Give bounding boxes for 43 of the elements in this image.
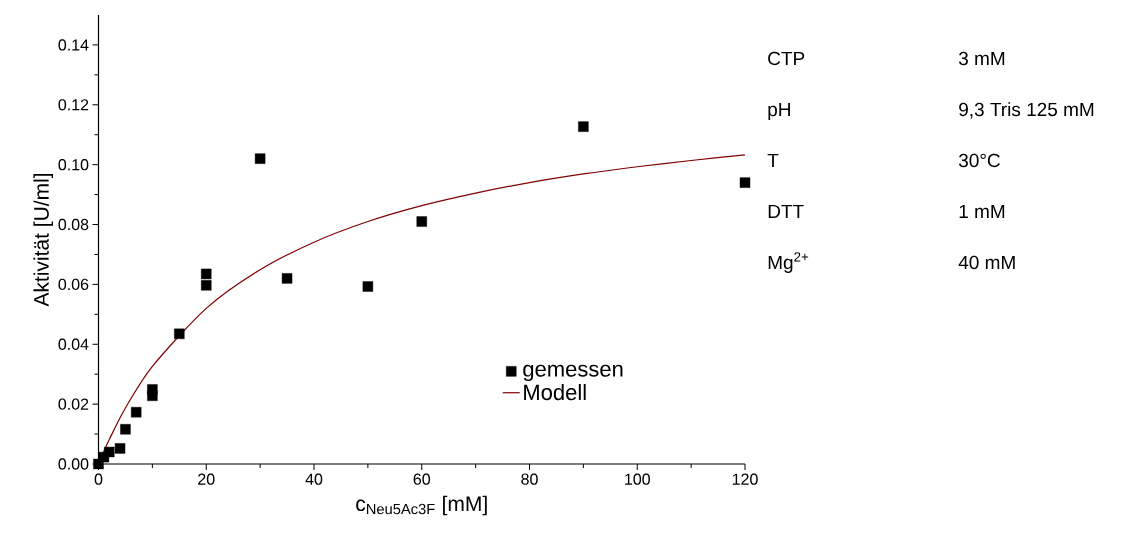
- point: [104, 446, 115, 458]
- legend-label: Modell: [524, 384, 586, 401]
- point: [201, 268, 212, 280]
- point: [131, 407, 142, 418]
- text: T: [767, 153, 779, 167]
- point: [174, 328, 185, 339]
- point: [416, 216, 427, 227]
- x-tick-label: 0: [94, 473, 103, 485]
- text: 40 mM: [958, 255, 1015, 270]
- y-tick-label: 0.02: [58, 398, 89, 410]
- x-tick-label: 80: [521, 473, 538, 485]
- x-tick-label: 60: [413, 473, 431, 485]
- legend-label: gemessen: [523, 364, 623, 382]
- text: DTT: [768, 204, 804, 218]
- y-tick-label: 0.06: [58, 278, 89, 291]
- x-axis-title: c$_{Neu5Ac3F}$ [mM]: [356, 495, 487, 516]
- point: [578, 121, 589, 132]
- point: [281, 273, 293, 284]
- point: [254, 153, 266, 164]
- y-tick-label: 0.04: [58, 338, 89, 350]
- x-tick-label: 40: [305, 473, 323, 485]
- point: [201, 280, 212, 291]
- text: 3 mM: [958, 51, 1005, 66]
- x-tick-label: 100: [625, 473, 650, 485]
- text: Mg$^{2+}$: [768, 252, 809, 273]
- point: [739, 177, 751, 188]
- y-tick-label: 0.10: [58, 159, 89, 171]
- x-tick-label: 20: [198, 473, 215, 485]
- text: pH: [768, 102, 790, 120]
- y-tick-label: 0.00: [58, 458, 89, 470]
- point: [362, 281, 374, 292]
- text: CTP: [768, 51, 805, 66]
- text: 30°C: [958, 153, 1000, 168]
- x-tick-label: 120: [732, 473, 758, 485]
- point: [114, 443, 126, 454]
- point: [120, 424, 131, 435]
- y-axis-title: Aktivität [U/ml]: [33, 173, 53, 307]
- y-tick-label: 0.08: [58, 218, 89, 231]
- text: 9,3 Tris 125 mM: [959, 102, 1094, 119]
- text: 1 mM: [959, 204, 1005, 218]
- y-tick-label: 0.14: [58, 39, 89, 51]
- point: [147, 390, 158, 401]
- y-tick-label: 0.12: [58, 99, 89, 111]
